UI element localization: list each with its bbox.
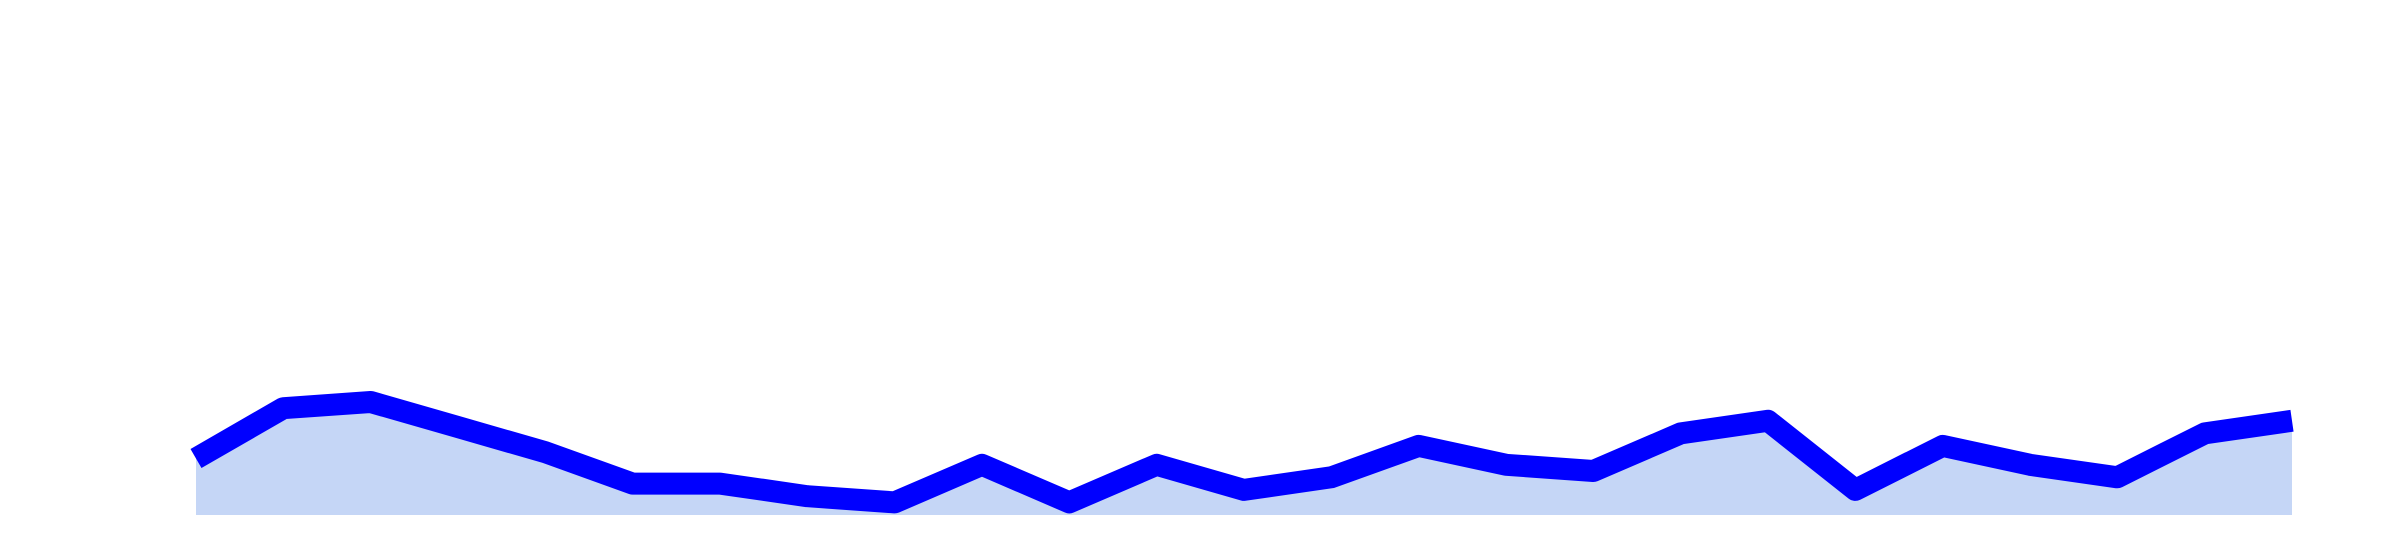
data-point-0-8 xyxy=(894,501,896,503)
data-point-0-13 xyxy=(1330,476,1332,478)
data-point-0-9 xyxy=(981,464,983,466)
data-point-0-12 xyxy=(1243,489,1245,491)
data-point-0-1 xyxy=(282,407,284,409)
data-point-0-23 xyxy=(2204,432,2206,434)
data-point-0-24 xyxy=(2291,420,2293,422)
data-point-0-10 xyxy=(1068,501,1070,503)
data-point-0-4 xyxy=(544,451,546,453)
data-point-0-0 xyxy=(195,458,197,460)
data-point-0-22 xyxy=(2116,476,2118,478)
data-point-0-18 xyxy=(1767,420,1769,422)
data-point-0-5 xyxy=(632,483,634,485)
data-point-0-7 xyxy=(806,495,808,497)
data-point-0-2 xyxy=(370,401,372,403)
series-line-layer xyxy=(190,391,2294,514)
data-point-0-6 xyxy=(719,483,721,485)
data-point-0-15 xyxy=(1505,464,1507,466)
data-point-0-17 xyxy=(1680,432,1682,434)
data-point-0-16 xyxy=(1592,470,1594,472)
data-point-0-14 xyxy=(1418,445,1420,447)
series-line-0 xyxy=(190,391,2294,514)
data-point-0-3 xyxy=(457,426,459,428)
data-point-0-11 xyxy=(1156,464,1158,466)
data-point-0-21 xyxy=(2029,464,2031,466)
data-point-0-19 xyxy=(1854,489,1856,491)
data-point-0-20 xyxy=(1942,445,1944,447)
